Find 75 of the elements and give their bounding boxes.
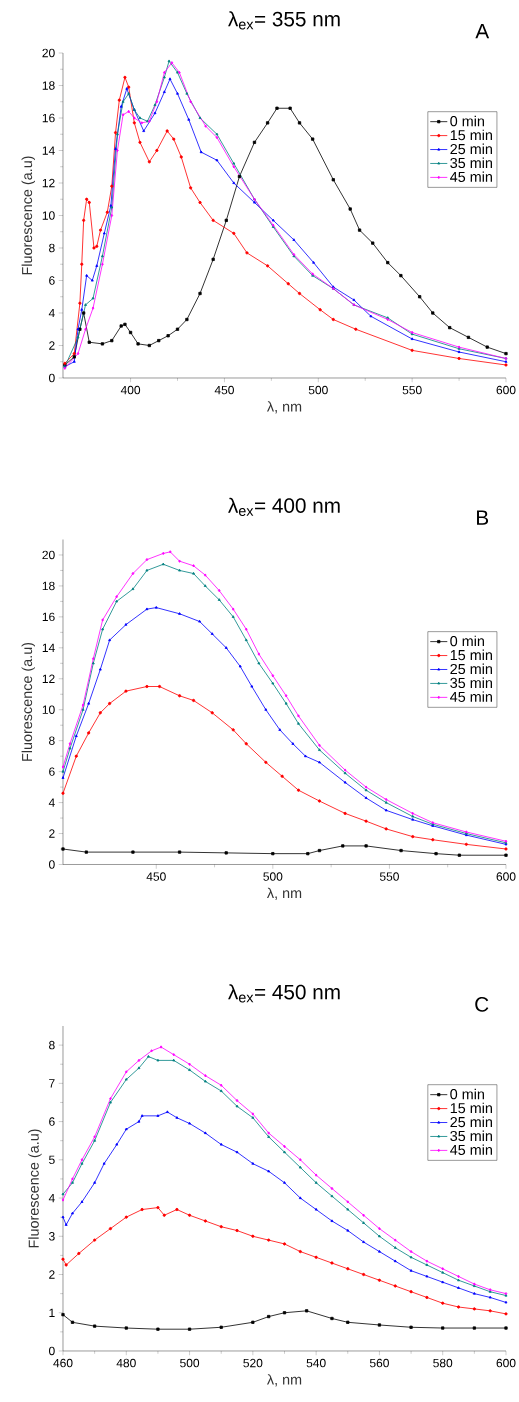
x-axis-title: λ, nm	[266, 1374, 302, 1387]
x-tick-label: 540	[306, 1358, 326, 1368]
y-tick-label: 4	[48, 798, 55, 807]
x-tick-label: 450	[214, 385, 234, 395]
x-tick-label: 580	[433, 1358, 453, 1368]
y-tick-label: 12	[42, 674, 55, 683]
y-tick-label: 8	[49, 736, 55, 745]
x-tick-label: 500	[180, 1358, 200, 1368]
y-tick-label: 20	[42, 550, 55, 560]
legend-label: 35 min	[450, 1130, 492, 1142]
legend-label: 35 min	[450, 677, 492, 689]
y-tick-label: 7	[49, 1079, 55, 1088]
x-axis-title: λ, nm	[266, 887, 302, 900]
x-tick-label: 600	[496, 385, 516, 395]
x-tick-label: 560	[369, 1358, 389, 1368]
text: B	[477, 510, 489, 525]
y-tick-label: 18	[42, 581, 55, 591]
legend-label: 45 min	[450, 691, 492, 702]
x-tick-label: 500	[263, 872, 283, 881]
y-tick-label: 2	[49, 341, 55, 350]
legend-label: 45 min	[450, 1144, 492, 1155]
legend-label: 35 min	[450, 157, 492, 169]
x-tick-label: 500	[308, 385, 328, 395]
y-tick-label: 16	[42, 113, 55, 123]
legend-label: 0 min	[450, 1088, 484, 1100]
x-tick-label: 450	[146, 872, 166, 881]
chart-title: λ$_{ex}$= 450 nm	[228, 984, 340, 1003]
y-tick-label: 4	[48, 1193, 55, 1203]
y-tick-label: 16	[42, 612, 55, 622]
legend-label: 45 min	[450, 171, 492, 183]
y-tick-label: 10	[42, 705, 55, 714]
y-tick-label: 4	[48, 308, 55, 318]
legend-label: 0 min	[450, 635, 484, 647]
y-tick-label: 8	[49, 243, 55, 253]
text: C	[475, 997, 489, 1012]
y-tick-label: 18	[42, 81, 55, 90]
y-tick-label: 2	[49, 1270, 55, 1279]
y-tick-label: 8	[49, 1040, 55, 1050]
y-tick-label: 6	[49, 1117, 55, 1126]
legend-label: 15 min	[450, 129, 492, 141]
text: A	[475, 24, 490, 39]
legend-label: 0 min	[450, 115, 484, 127]
legend-label: 15 min	[450, 1102, 492, 1114]
x-tick-label: 550	[402, 385, 422, 395]
x-tick-label: 550	[379, 872, 399, 881]
legend-label: 25 min	[450, 663, 492, 675]
y-tick-label: 6	[49, 767, 55, 776]
y-axis-title: Fluorescence (a.u)	[21, 642, 35, 761]
y-tick-label: 1	[49, 1308, 55, 1317]
y-tick-label: 5	[49, 1155, 55, 1164]
y-tick-label: 20	[42, 48, 55, 58]
legend-label: 15 min	[450, 649, 492, 661]
legend-label: 25 min	[450, 143, 492, 155]
y-tick-label: 0	[48, 373, 55, 383]
y-axis-title: Fluorescence (a.u)	[21, 156, 35, 275]
chart-title: λ$_{ex}$= 355 nm	[228, 11, 340, 30]
x-axis-title: λ, nm	[266, 401, 302, 414]
y-tick-label: 0	[48, 1346, 55, 1356]
y-tick-label: 14	[42, 146, 55, 155]
y-tick-label: 3	[48, 1232, 55, 1241]
y-tick-label: 2	[49, 829, 55, 838]
y-tick-label: 6	[49, 276, 55, 285]
x-tick-label: 480	[116, 1358, 136, 1368]
x-tick-label: 600	[496, 1358, 516, 1368]
legend-label: 25 min	[450, 1116, 492, 1128]
chart-title: λ$_{ex}$= 400 nm	[228, 497, 340, 516]
y-tick-label: 10	[42, 211, 55, 220]
y-tick-label: 12	[42, 178, 55, 188]
y-tick-label: 14	[42, 643, 55, 652]
x-tick-label: 600	[496, 872, 516, 881]
x-tick-label: 520	[243, 1358, 263, 1368]
y-axis-title: Fluorescence (a.u)	[28, 1129, 42, 1248]
x-tick-label: 460	[53, 1358, 73, 1368]
y-tick-label: 0	[48, 860, 55, 869]
x-tick-label: 400	[120, 385, 141, 395]
